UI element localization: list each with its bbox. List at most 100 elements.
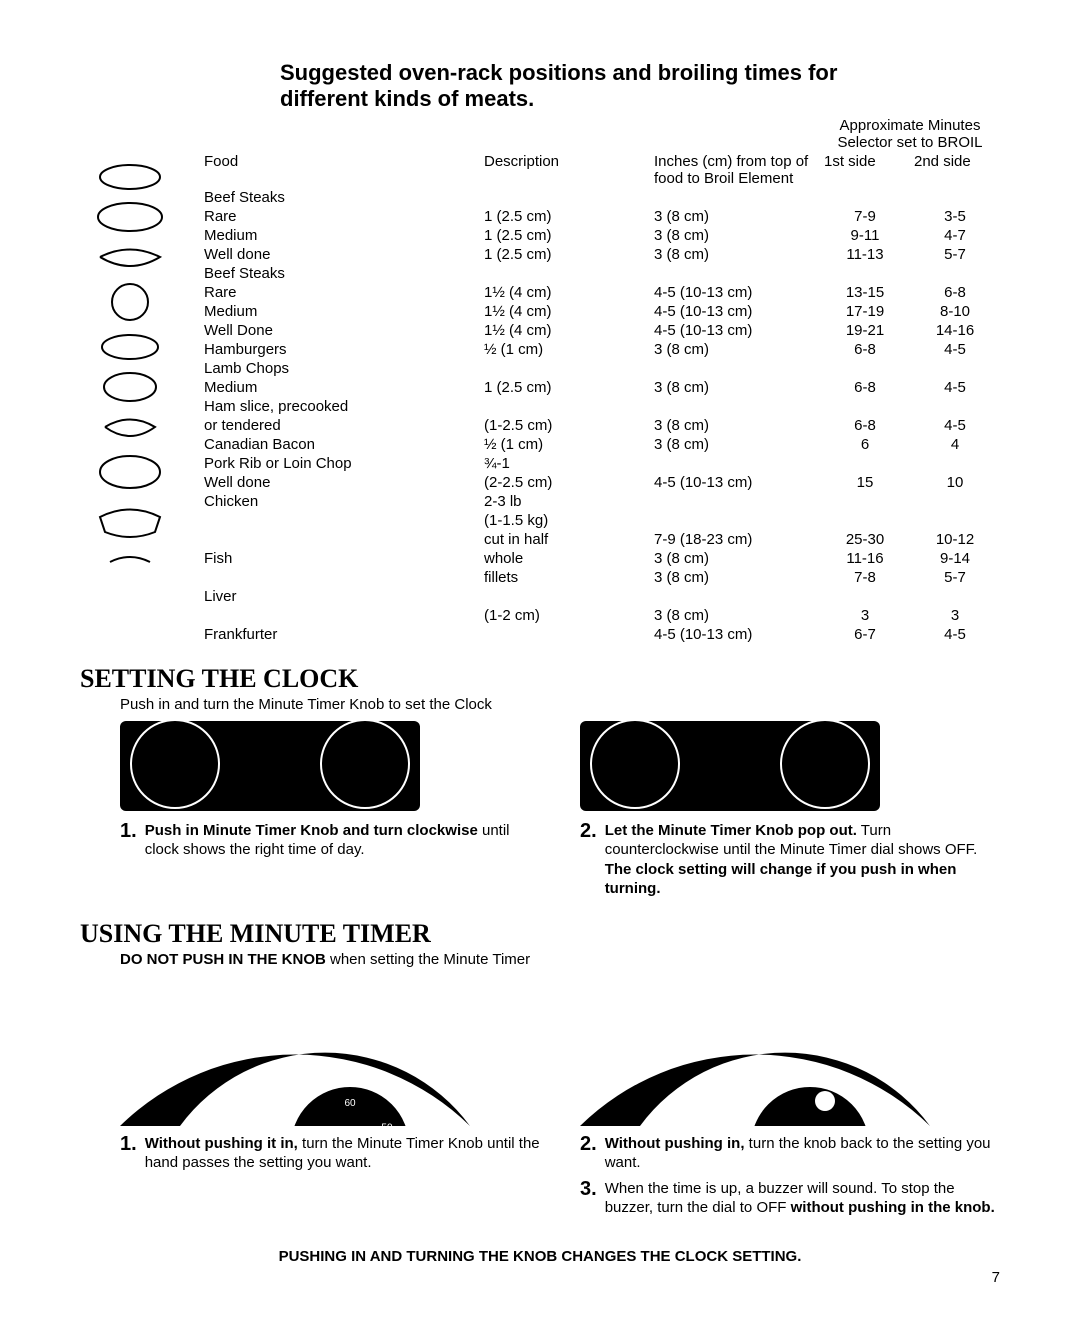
cell-2nd [910,264,1000,283]
sup-header: Approximate Minutes Selector set to BROI… [820,117,1000,152]
cell-desc [480,625,650,644]
col-2nd: 2nd side [910,152,1000,188]
cell-2nd [910,587,1000,606]
timer-heading: USING THE MINUTE TIMER [80,919,1000,949]
cell-food: or tendered [200,416,480,435]
cell-dist: 3 (8 cm) [650,378,820,397]
broil-table: Approximate Minutes Selector set to BROI… [200,117,1000,644]
table-row: Beef Steaks [200,264,1000,283]
table-row: Rare1½ (4 cm)4-5 (10-13 cm)13-156-8 [200,283,1000,302]
col-dist: Inches (cm) from top of food to Broil El… [650,152,820,188]
cell-1st [820,492,910,511]
cell-dist: 3 (8 cm) [650,245,820,264]
page-title: Suggested oven-rack positions and broili… [280,60,1000,113]
step-number: 2 [580,821,597,841]
timer-col-right: 121110987651 2 Without pushing in, turn … [580,976,1000,1224]
cell-dist: 4-5 (10-13 cm) [650,473,820,492]
cell-dist: 3 (8 cm) [650,549,820,568]
cell-dist: 3 (8 cm) [650,568,820,587]
cell-food: Rare [200,283,480,302]
step-text: Without pushing in, turn the knob back t… [605,1134,1000,1173]
cell-dist: 3 (8 cm) [650,416,820,435]
cell-1st: 6-8 [820,378,910,397]
cell-desc: whole [480,549,650,568]
step-text: Let the Minute Timer Knob pop out. Turn … [605,821,1000,899]
table-row: Hamburgers½ (1 cm)3 (8 cm)6-84-5 [200,340,1000,359]
svg-text:10: 10 [375,1014,393,1031]
timer-step-1: 1 Without pushing it in, turn the Minute… [120,1134,540,1173]
cell-desc [480,188,650,207]
table-row: or tendered(1-2.5 cm)3 (8 cm)6-84-5 [200,416,1000,435]
svg-text:11: 11 [792,1002,809,1019]
timer-col-left: 121110987651 6050102030 1 Without pushin… [120,976,540,1224]
cell-desc: ½ (1 cm) [480,435,650,454]
cell-dist: 3 (8 cm) [650,207,820,226]
svg-text:11: 11 [332,1002,349,1019]
step-bold: without pushing in the knob. [791,1199,995,1216]
broil-table-wrap: Approximate Minutes Selector set to BROI… [200,117,1000,644]
footer-note: PUSHING IN AND TURNING THE KNOB CHANGES … [80,1248,1000,1265]
cell-food [200,530,480,549]
step-bold: Push in Minute Timer Knob and turn [145,822,403,839]
cell-food: Rare [200,207,480,226]
step-bold: The clock setting will change if you pus… [605,861,957,898]
cell-2nd: 6-8 [910,283,1000,302]
cell-2nd: 10 [910,473,1000,492]
cell-2nd: 4 [910,435,1000,454]
table-row: (1-2 cm)3 (8 cm)33 [200,606,1000,625]
food-illustrations-icon [80,157,180,587]
cell-food [200,606,480,625]
table-row: Lamb Chops [200,359,1000,378]
table-row: Frankfurter4-5 (10-13 cm)6-74-5 [200,625,1000,644]
cell-food: Pork Rib or Loin Chop [200,454,480,473]
cell-food: Well done [200,473,480,492]
table-row: Rare1 (2.5 cm)3 (8 cm)7-93-5 [200,207,1000,226]
cell-desc: (2-2.5 cm) [480,473,650,492]
cell-1st: 7-8 [820,568,910,587]
table-row: Medium1½ (4 cm)4-5 (10-13 cm)17-198-10 [200,302,1000,321]
cell-2nd [910,188,1000,207]
cell-dist: 4-5 (10-13 cm) [650,321,820,340]
cell-dist [650,188,820,207]
step-bold: clockwise [407,822,478,839]
cell-dist: 4-5 (10-13 cm) [650,625,820,644]
cell-desc: 1 (2.5 cm) [480,207,650,226]
cell-desc: 1 (2.5 cm) [480,226,650,245]
cell-dist: 4-5 (10-13 cm) [650,283,820,302]
svg-text:60: 60 [344,1098,356,1109]
cell-1st [820,188,910,207]
cell-food: Medium [200,302,480,321]
cell-1st: 9-11 [820,226,910,245]
cell-2nd [910,492,1000,511]
cell-food [200,568,480,587]
cell-dist: 3 (8 cm) [650,340,820,359]
table-row: cut in half7-9 (18-23 cm)25-3010-12 [200,530,1000,549]
timer-sub-bold: DO NOT PUSH IN THE KNOB [120,951,326,968]
cell-desc: 1 (2.5 cm) [480,245,650,264]
table-row: (1-1.5 kg) [200,511,1000,530]
cell-1st: 15 [820,473,910,492]
clock-dial-icon [320,719,410,809]
cell-2nd: 5-7 [910,245,1000,264]
clock-illustration-left [120,721,420,811]
cell-2nd: 10-12 [910,530,1000,549]
timer-columns: 121110987651 6050102030 1 Without pushin… [120,976,1000,1224]
step-text: Push in Minute Timer Knob and turn clock… [145,821,540,860]
cell-dist: 7-9 (18-23 cm) [650,530,820,549]
svg-text:10: 10 [835,1014,853,1031]
cell-food: Chicken [200,492,480,511]
cell-dist: 3 (8 cm) [650,226,820,245]
table-row: Well done1 (2.5 cm)3 (8 cm)11-135-7 [200,245,1000,264]
clock-col-right: 2 Let the Minute Timer Knob pop out. Tur… [580,721,1000,905]
cell-food: Hamburgers [200,340,480,359]
col-1st: 1st side [820,152,910,188]
cell-2nd: 4-7 [910,226,1000,245]
cell-2nd: 9-14 [910,549,1000,568]
cell-1st: 17-19 [820,302,910,321]
cell-desc [480,397,650,416]
cell-dist [650,359,820,378]
broil-tbody: Beef Steaks Rare1 (2.5 cm)3 (8 cm)7-93-5 M… [200,188,1000,644]
clock-col-left: 1 Push in Minute Timer Knob and turn clo… [120,721,540,905]
step-number: 2 [580,1134,597,1154]
cell-food: Beef Steaks [200,264,480,283]
